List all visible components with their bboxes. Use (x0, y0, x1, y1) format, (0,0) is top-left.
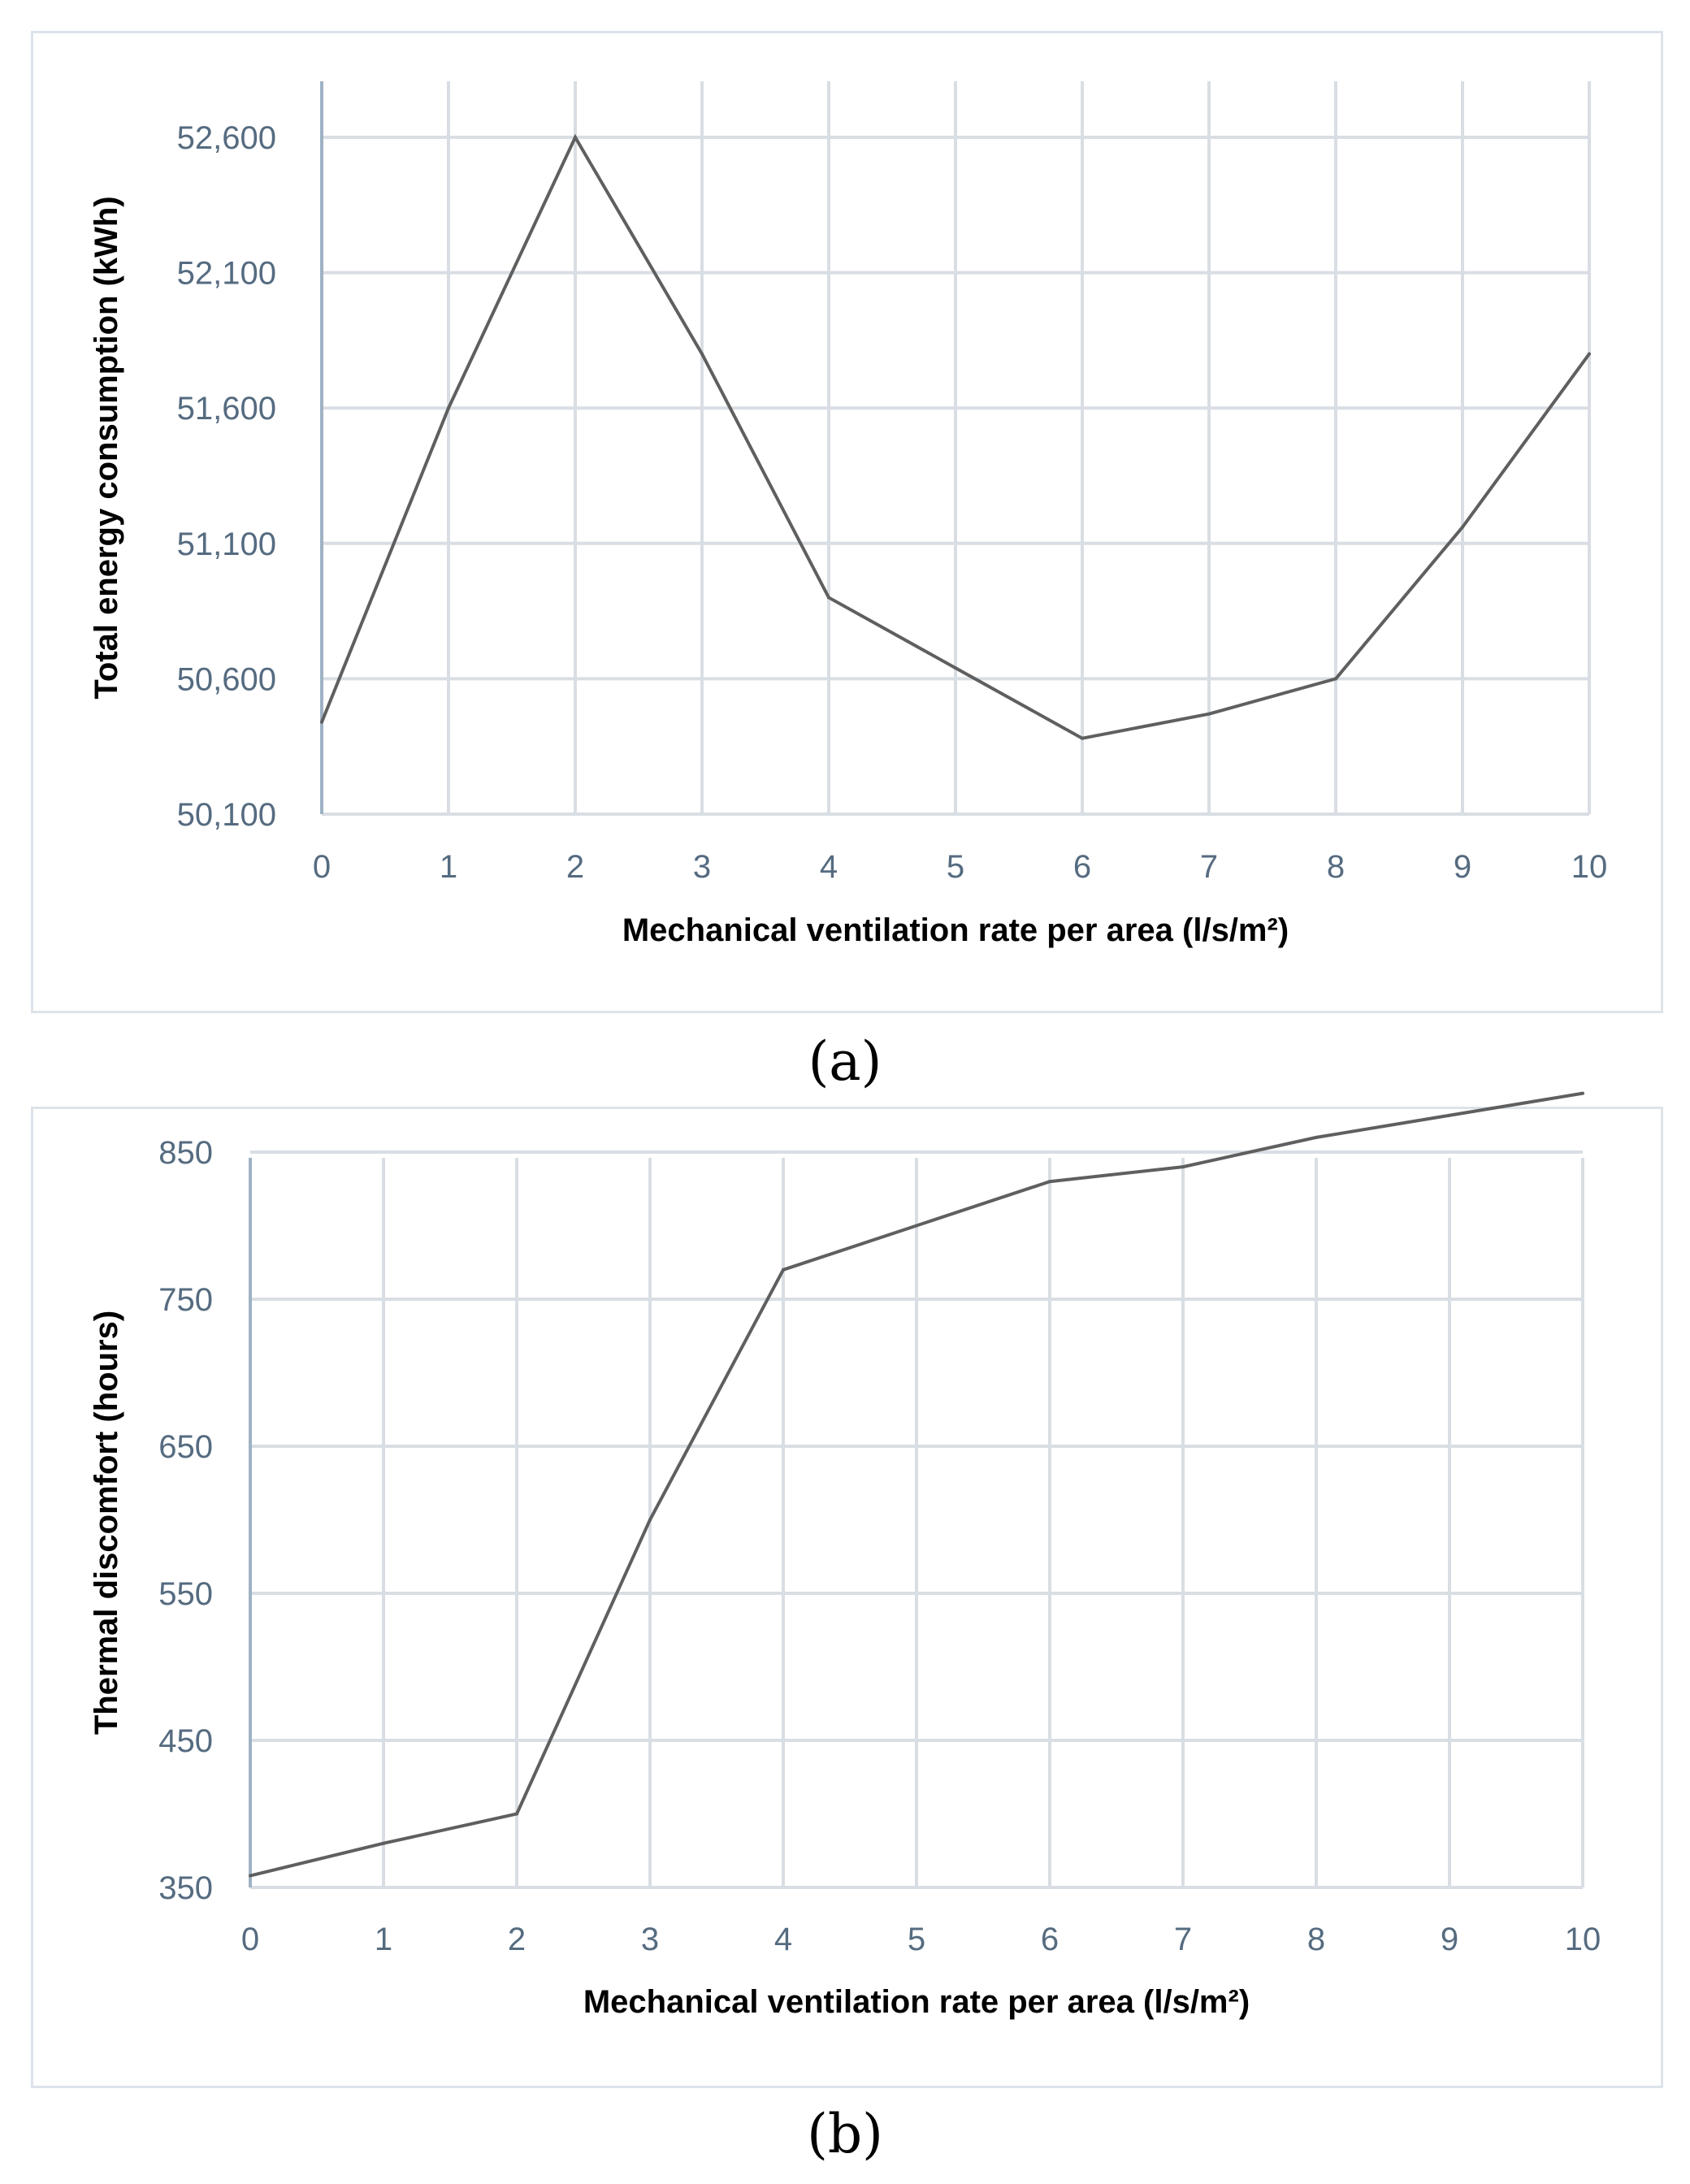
y-tick-label: 750 (158, 1282, 213, 1318)
x-tick-label: 3 (641, 1922, 659, 1957)
y-axis-title: Thermal discomfort (hours) (89, 1311, 124, 1735)
x-tick-label: 6 (1073, 849, 1091, 885)
x-tick-label: 3 (693, 849, 711, 885)
x-tick-label: 10 (1571, 849, 1608, 885)
data-point (320, 720, 323, 724)
data-point (382, 1841, 385, 1845)
x-axis-title: Mechanical ventilation rate per area (l/… (622, 912, 1289, 948)
data-point (515, 1812, 518, 1816)
chart-panel-b (31, 1107, 1663, 2088)
data-point (915, 1224, 918, 1228)
y-tick-label: 52,600 (177, 120, 276, 156)
y-tick-label: 50,100 (177, 797, 276, 833)
data-point (1581, 1091, 1584, 1095)
x-tick-label: 1 (375, 1922, 392, 1957)
data-point (782, 1268, 785, 1272)
x-tick-label: 9 (1454, 849, 1471, 885)
data-point (1181, 1165, 1185, 1169)
x-tick-label: 2 (508, 1922, 526, 1957)
chart-panel-a (31, 31, 1663, 1013)
y-tick-label: 450 (158, 1723, 213, 1759)
data-point (1207, 712, 1211, 716)
data-point (954, 666, 957, 670)
data-point (648, 1518, 652, 1522)
x-tick-label: 2 (566, 849, 584, 885)
data-point (1315, 1135, 1318, 1139)
data-point (1588, 352, 1591, 356)
x-tick-label: 0 (241, 1922, 259, 1957)
x-tick-label: 7 (1200, 849, 1218, 885)
data-point (1461, 525, 1464, 529)
y-tick-label: 51,100 (177, 526, 276, 562)
data-point (1081, 736, 1084, 740)
y-tick-label: 50,600 (177, 661, 276, 697)
x-axis-title: Mechanical ventilation rate per area (l/… (583, 1984, 1250, 2020)
chart-b: 350 450 550 650 750 850 0 1 2 3 4 5 6 7 8 9 10 Mechanical… (89, 1091, 1601, 2020)
y-tick-label: 51,600 (177, 391, 276, 427)
data-point (447, 406, 450, 410)
data-point (1334, 677, 1337, 681)
x-tick-label: 8 (1307, 1922, 1325, 1957)
x-tick-label: 5 (908, 1922, 925, 1957)
chart-a: 50,100 50,600 51,100 51,600 52,100 52,600 0 1 2 3… (89, 81, 1608, 948)
y-axis-title: Total energy consumption (kWh) (89, 196, 124, 699)
data-point (1048, 1180, 1051, 1184)
y-tick-label: 550 (158, 1576, 213, 1612)
data-point (1448, 1113, 1451, 1117)
caption-b: (b) (807, 2103, 883, 2165)
x-tick-label: 5 (947, 849, 964, 885)
x-tick-label: 4 (774, 1922, 792, 1957)
x-tick-label: 1 (440, 849, 457, 885)
data-point (249, 1874, 252, 1878)
y-tick-label: 52,100 (177, 256, 276, 292)
x-tick-label: 7 (1174, 1922, 1192, 1957)
x-tick-label: 10 (1565, 1922, 1601, 1957)
x-tick-label: 4 (820, 849, 838, 885)
data-point (700, 352, 704, 356)
data-point (574, 136, 577, 139)
y-tick-label: 850 (158, 1135, 213, 1171)
data-point (827, 596, 830, 600)
x-tick-label: 6 (1041, 1922, 1059, 1957)
x-tick-label: 8 (1327, 849, 1345, 885)
y-tick-label: 350 (158, 1870, 213, 1906)
y-tick-label: 650 (158, 1429, 213, 1465)
caption-a: (a) (808, 1030, 882, 1093)
x-tick-label: 9 (1441, 1922, 1458, 1957)
x-tick-label: 0 (313, 849, 331, 885)
